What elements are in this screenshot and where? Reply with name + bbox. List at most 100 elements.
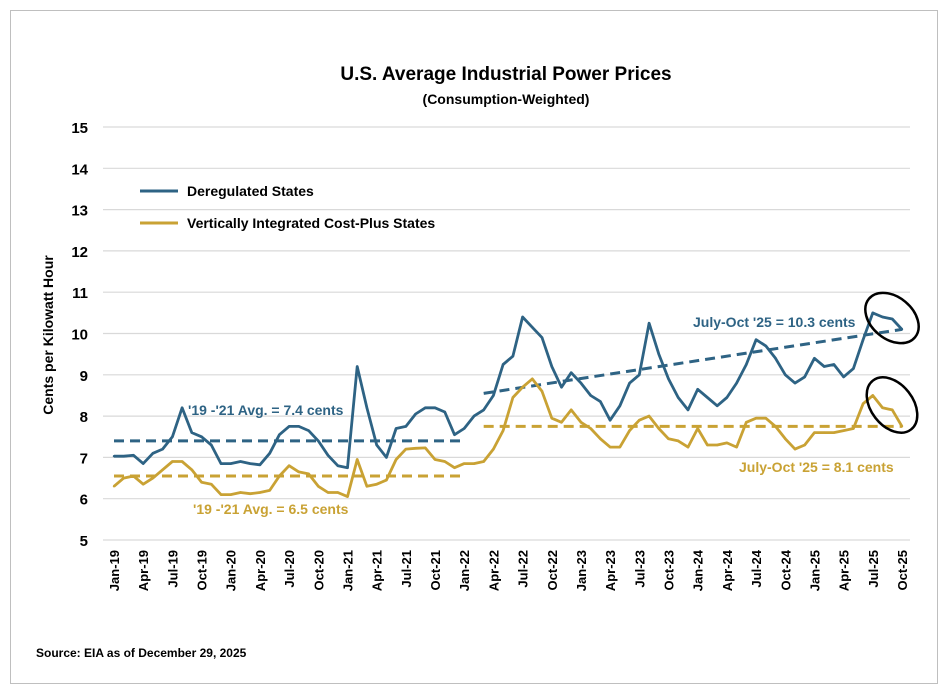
data-point [900, 328, 904, 331]
data-point [297, 470, 301, 474]
data-point [696, 427, 699, 430]
data-point [356, 458, 359, 461]
data-point [579, 381, 583, 385]
data-point [531, 326, 534, 329]
data-point [657, 427, 660, 430]
data-point [317, 439, 320, 443]
x-tick-label: Jul-23 [632, 550, 647, 588]
y-tick-label: 15 [71, 120, 88, 137]
annotation-vi-avg: '19 -'21 Avg. = 6.5 cents [193, 501, 349, 517]
annotation-vi-recent: July-Oct '25 = 8.1 cents [739, 459, 894, 475]
chart-subtitle: (Consumption-Weighted) [423, 91, 590, 107]
data-point [861, 338, 865, 341]
data-point [754, 338, 758, 341]
x-tick-label: Oct-21 [428, 550, 443, 590]
data-point [229, 462, 232, 465]
annotation-dereg-avg: '19 -'21 Avg. = 7.4 cents [188, 402, 344, 418]
series-line-vertically-integrated [113, 377, 904, 499]
data-point [278, 474, 281, 478]
y-axis-label: Cents per Kilowatt Hour [40, 255, 56, 415]
x-tick-label: Jan-23 [574, 550, 589, 591]
data-point [608, 419, 612, 422]
data-point [122, 454, 125, 458]
data-point [375, 443, 378, 447]
data-point [443, 460, 446, 463]
data-point [832, 431, 836, 434]
data-point [433, 406, 437, 410]
data-point [443, 410, 446, 414]
x-tick-label: Apr-19 [136, 550, 151, 591]
data-point [492, 447, 495, 451]
data-point [677, 396, 680, 399]
x-tick-label: Apr-23 [603, 550, 618, 591]
data-point [287, 425, 291, 428]
data-point [141, 483, 145, 486]
data-point [774, 425, 777, 428]
data-point [735, 381, 738, 385]
data-point [414, 412, 417, 416]
x-tick-label: Oct-19 [195, 550, 210, 590]
data-point [832, 363, 836, 366]
data-point [706, 396, 709, 399]
data-point [463, 462, 466, 465]
data-point [589, 427, 592, 430]
data-point [677, 439, 680, 443]
data-point [745, 421, 748, 424]
data-point [287, 464, 291, 467]
data-point [511, 396, 515, 399]
x-tick-label: Apr-25 [837, 550, 852, 591]
highlight-ellipse-deregulated [864, 291, 920, 345]
data-point [852, 367, 855, 370]
data-point [229, 493, 232, 496]
data-point [531, 377, 534, 381]
chart-frame [10, 10, 938, 684]
data-point [686, 408, 690, 412]
data-point [861, 402, 865, 405]
data-point [560, 385, 563, 389]
data-point [822, 365, 826, 368]
x-tick-label: Apr-21 [370, 550, 385, 591]
data-point [647, 321, 651, 325]
data-point [317, 485, 320, 488]
annotation-dereg-recent: July-Oct '25 = 10.3 cents [693, 314, 856, 330]
data-point [190, 468, 194, 471]
data-point [803, 375, 806, 379]
series-line-deregulated [114, 311, 904, 470]
data-point [589, 394, 592, 397]
data-point [151, 452, 155, 455]
data-point [852, 427, 855, 430]
y-tick-label: 14 [71, 161, 88, 178]
data-point [385, 456, 388, 459]
x-tick-label: Jul-24 [749, 549, 764, 587]
data-point [570, 371, 573, 374]
data-point [521, 385, 524, 389]
x-tick-label: Jan-21 [340, 550, 355, 591]
data-point [210, 483, 213, 486]
data-point [248, 492, 252, 495]
x-tick-label: Jul-25 [866, 550, 881, 588]
data-point [472, 414, 476, 418]
data-point [822, 431, 826, 434]
data-point [219, 493, 223, 496]
x-tick-label: Jan-20 [224, 550, 239, 591]
data-point [346, 495, 349, 498]
x-tick-label: Jul-20 [282, 550, 297, 588]
data-point [482, 408, 485, 412]
y-tick-label: 13 [71, 203, 88, 220]
y-tick-label: 7 [80, 450, 88, 467]
data-point [881, 315, 884, 319]
data-point [453, 466, 456, 469]
data-point [501, 363, 505, 366]
reference-line [483, 327, 903, 395]
data-point [784, 373, 787, 376]
data-point [385, 478, 388, 482]
data-point [210, 443, 213, 447]
data-point [336, 491, 339, 494]
data-point [433, 458, 437, 461]
data-point [871, 311, 875, 315]
data-point [268, 489, 271, 492]
chart-title: U.S. Average Industrial Power Prices [340, 64, 671, 85]
data-point [774, 357, 777, 360]
data-point [171, 435, 174, 438]
